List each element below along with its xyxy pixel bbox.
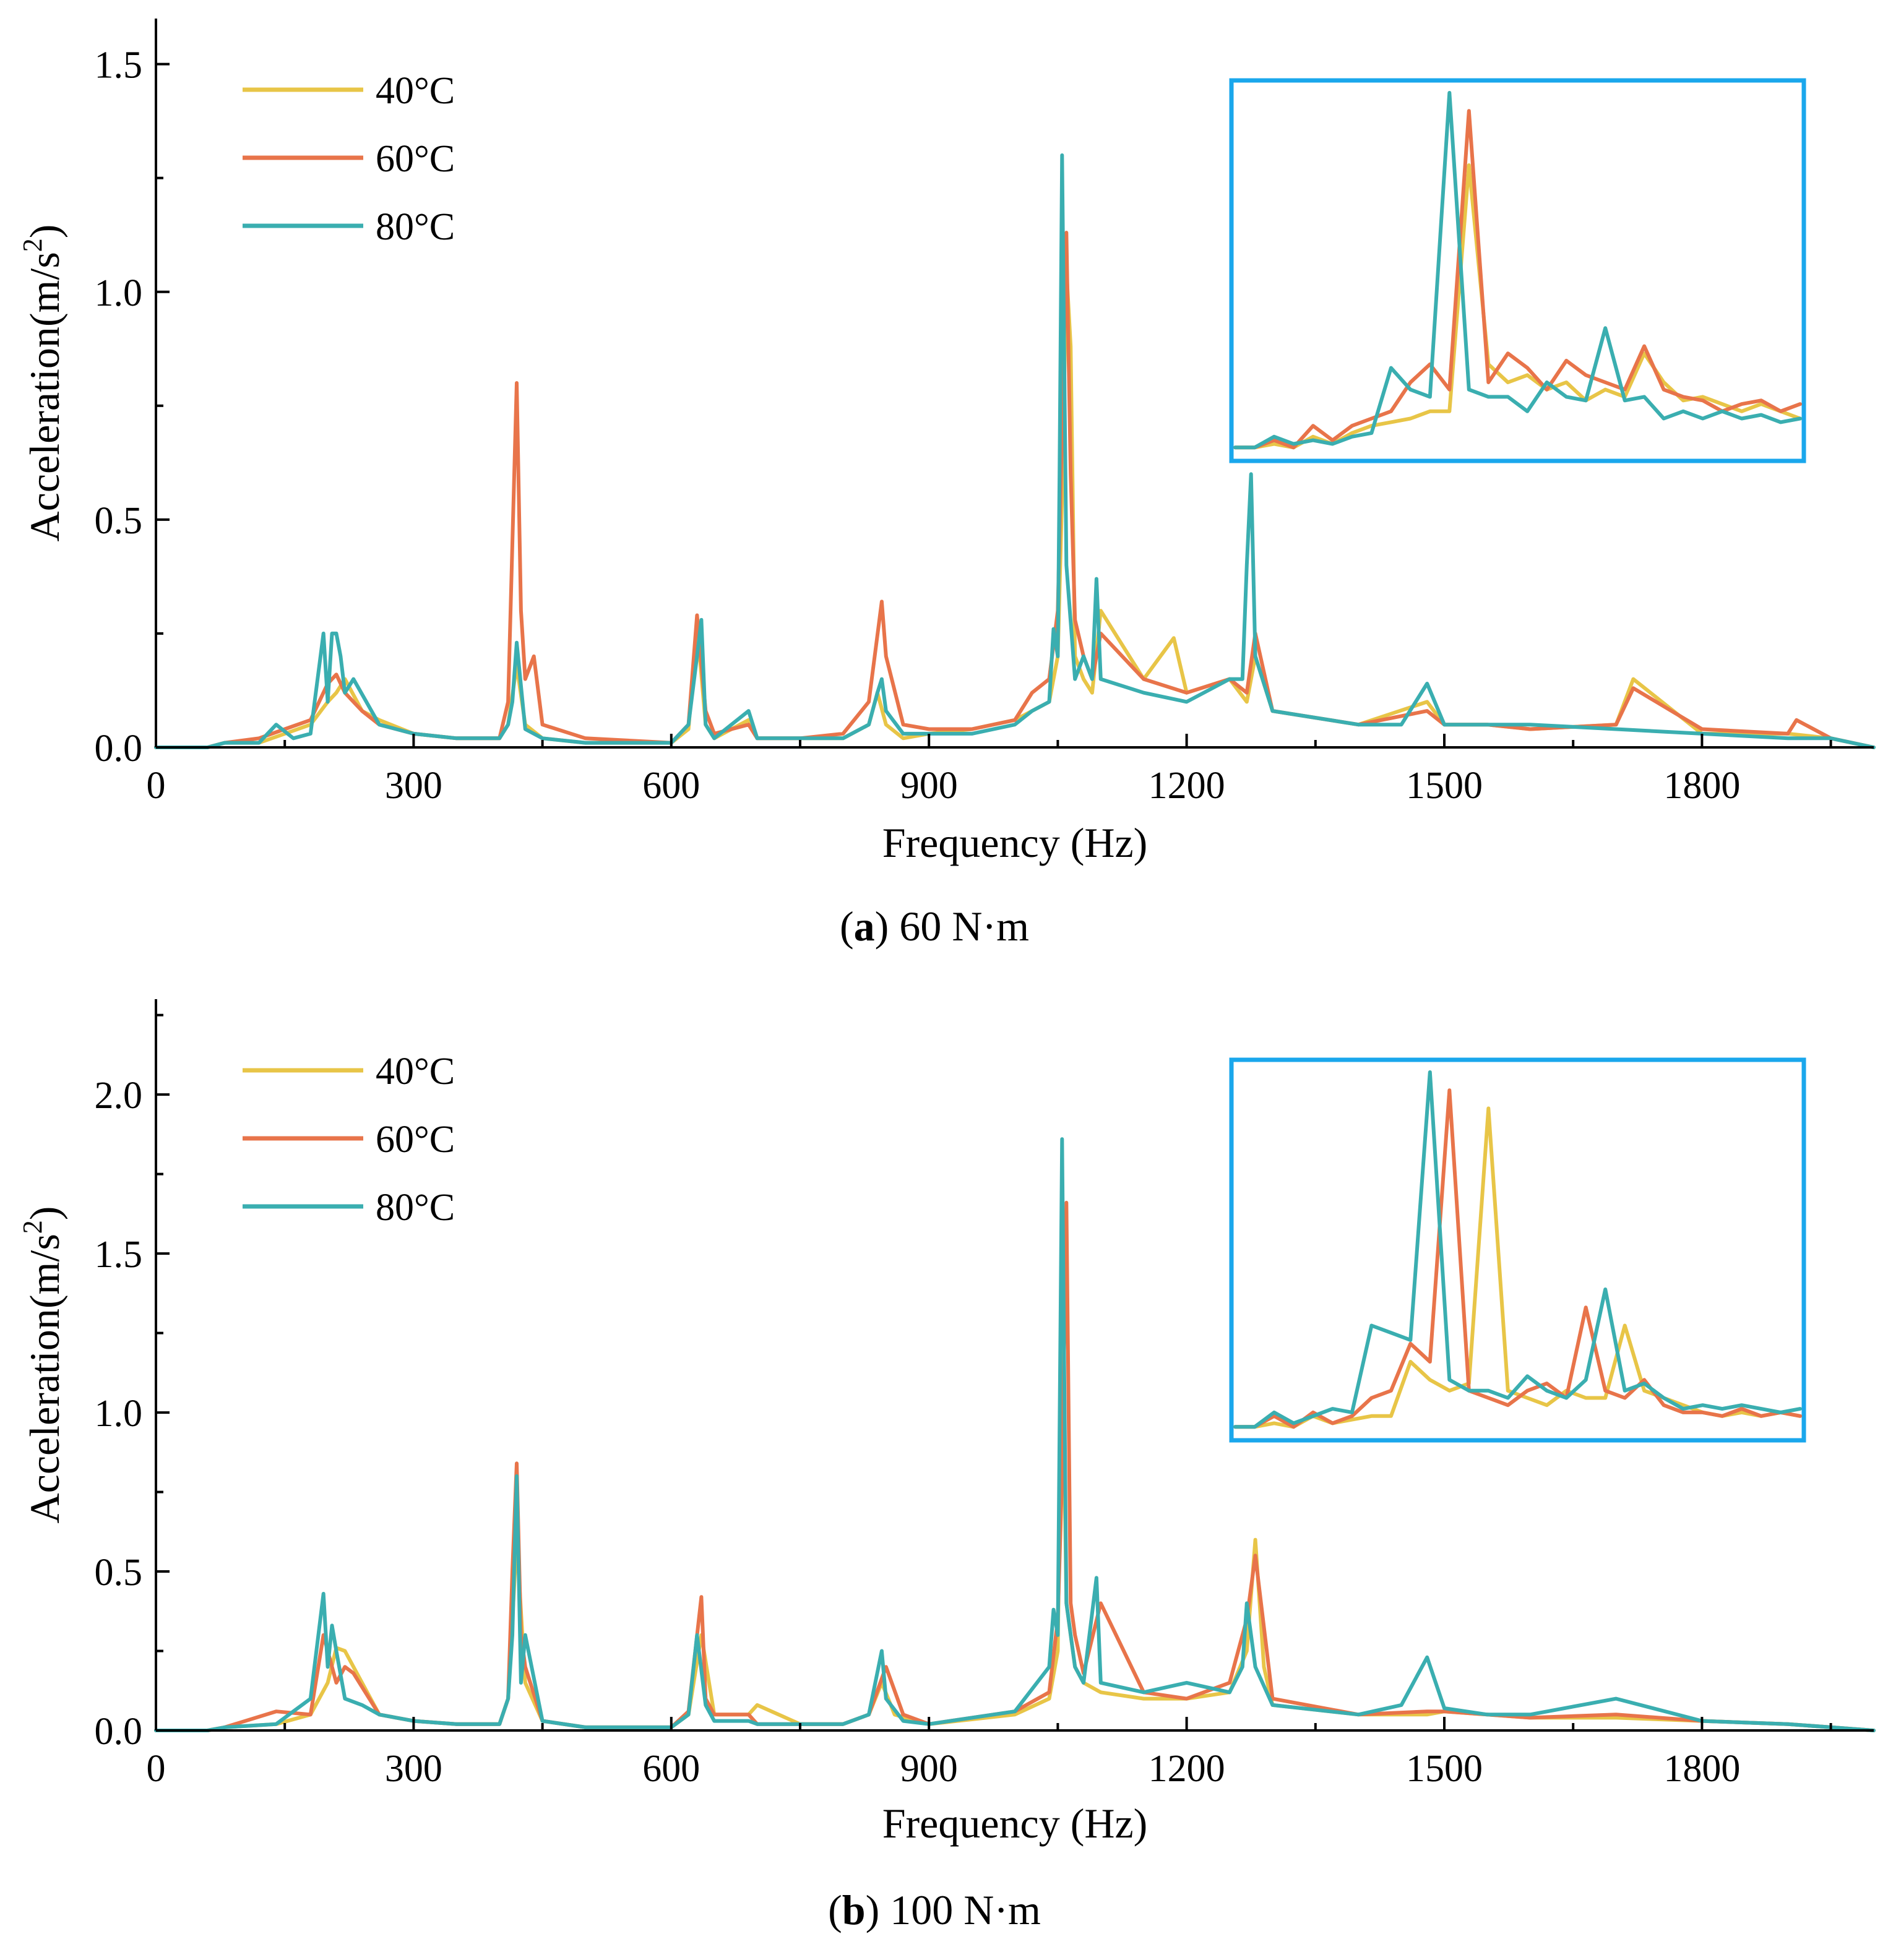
inset-series-line bbox=[1233, 109, 1802, 450]
x-tick-label: 900 bbox=[900, 1748, 958, 1790]
y-axis-title: Acceleration(m/s2) bbox=[17, 225, 68, 542]
x-tick-label: 1200 bbox=[1149, 1748, 1225, 1790]
inset-series-line bbox=[1233, 1070, 1802, 1429]
x-tick-label: 900 bbox=[900, 765, 958, 807]
x-tick-label: 300 bbox=[385, 1748, 442, 1790]
x-tick-label: 1500 bbox=[1406, 1748, 1483, 1790]
panel-caption: (b) 100 N·m bbox=[828, 1886, 1041, 1933]
x-tick-label: 600 bbox=[642, 1748, 700, 1790]
x-tick-label: 600 bbox=[642, 765, 700, 807]
y-tick-label: 0.0 bbox=[95, 1711, 143, 1753]
legend-label: 40°C bbox=[376, 70, 455, 112]
x-axis-title: Frequency (Hz) bbox=[882, 819, 1148, 866]
y-tick-label: 0.5 bbox=[95, 500, 143, 542]
x-tick-label: 300 bbox=[385, 765, 442, 807]
y-tick-label: 1.0 bbox=[95, 1393, 143, 1435]
x-tick-label: 0 bbox=[147, 765, 166, 807]
x-tick-label: 1800 bbox=[1663, 1748, 1740, 1790]
panel-a: 0 300 600 900 1200 1500 1800 0.0 0.5 1.0 1.5 Freque… bbox=[17, 19, 1876, 950]
y-tick-label: 0.5 bbox=[95, 1552, 143, 1594]
y-tick-label: 1.5 bbox=[95, 45, 143, 87]
series-line-80c bbox=[154, 153, 1876, 749]
inset-series-line bbox=[1233, 91, 1802, 450]
legend-label: 80°C bbox=[376, 1187, 455, 1229]
y-tick-label: 0.0 bbox=[95, 728, 143, 770]
inset-frame bbox=[1229, 1057, 1806, 1443]
y-tick-label: 1.5 bbox=[95, 1234, 143, 1276]
x-axis-title: Frequency (Hz) bbox=[882, 1800, 1148, 1847]
x-tick-label: 1500 bbox=[1406, 765, 1483, 807]
y-tick-label: 2.0 bbox=[95, 1075, 143, 1117]
legend-label: 40°C bbox=[376, 1051, 455, 1093]
inset-series-line bbox=[1233, 1088, 1802, 1429]
panel-caption: (a) 60 N·m bbox=[840, 903, 1029, 950]
legend-label: 80°C bbox=[376, 206, 455, 248]
y-axis-title: Acceleration(m/s2) bbox=[17, 1206, 68, 1524]
legend-label: 60°C bbox=[376, 138, 455, 180]
panel-b: 0 300 600 900 1200 1500 1800 0.0 0.5 1.0 1.5 2.0 Fre… bbox=[17, 999, 1876, 1933]
x-tick-label: 1200 bbox=[1149, 765, 1225, 807]
x-tick-label: 0 bbox=[147, 1748, 166, 1790]
legend-label: 60°C bbox=[376, 1119, 455, 1161]
series-line-80c bbox=[154, 1137, 1876, 1732]
x-tick-label: 1800 bbox=[1663, 765, 1740, 807]
y-tick-label: 1.0 bbox=[95, 272, 143, 314]
